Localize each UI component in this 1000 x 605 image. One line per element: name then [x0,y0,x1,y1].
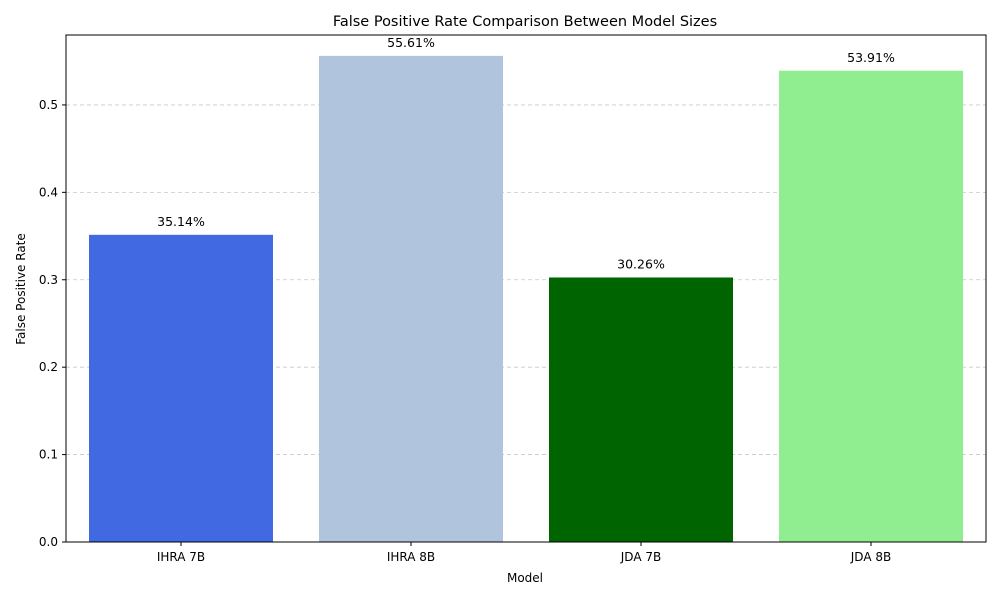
chart-title: False Positive Rate Comparison Between M… [333,14,717,30]
y-tick-label: 0.0 [39,535,58,549]
bar-jda-8b [779,70,963,542]
bar-ihra-7b [89,234,273,542]
y-tick-label: 0.4 [39,185,58,199]
data-label: 30.26% [617,256,665,271]
x-axis-ticks: IHRA 7B IHRA 8B JDA 7B JDA 8B [157,542,891,564]
data-label: 55.61% [387,35,435,50]
bar-jda-7b [549,277,733,542]
y-tick-label: 0.5 [39,98,58,112]
data-label: 35.14% [157,214,205,229]
x-tick-label: JDA 7B [620,550,661,564]
x-axis-label: Model [507,571,543,585]
x-tick-label: JDA 8B [850,550,891,564]
plot-frame [65,34,987,543]
x-tick-label: IHRA 7B [157,550,205,564]
y-axis-label: False Positive Rate [14,233,28,345]
y-tick-label: 0.1 [39,448,58,462]
y-tick-label: 0.3 [39,273,58,287]
bars [89,55,963,542]
bar-ihra-8b [319,55,503,542]
y-tick-label: 0.2 [39,360,58,374]
data-label: 53.91% [847,50,895,65]
data-labels: 35.14% 55.61% 30.26% 53.91% [157,35,895,272]
y-axis-ticks: 0.0 0.1 0.2 0.3 0.4 0.5 [39,98,66,549]
x-tick-label: IHRA 8B [387,550,435,564]
